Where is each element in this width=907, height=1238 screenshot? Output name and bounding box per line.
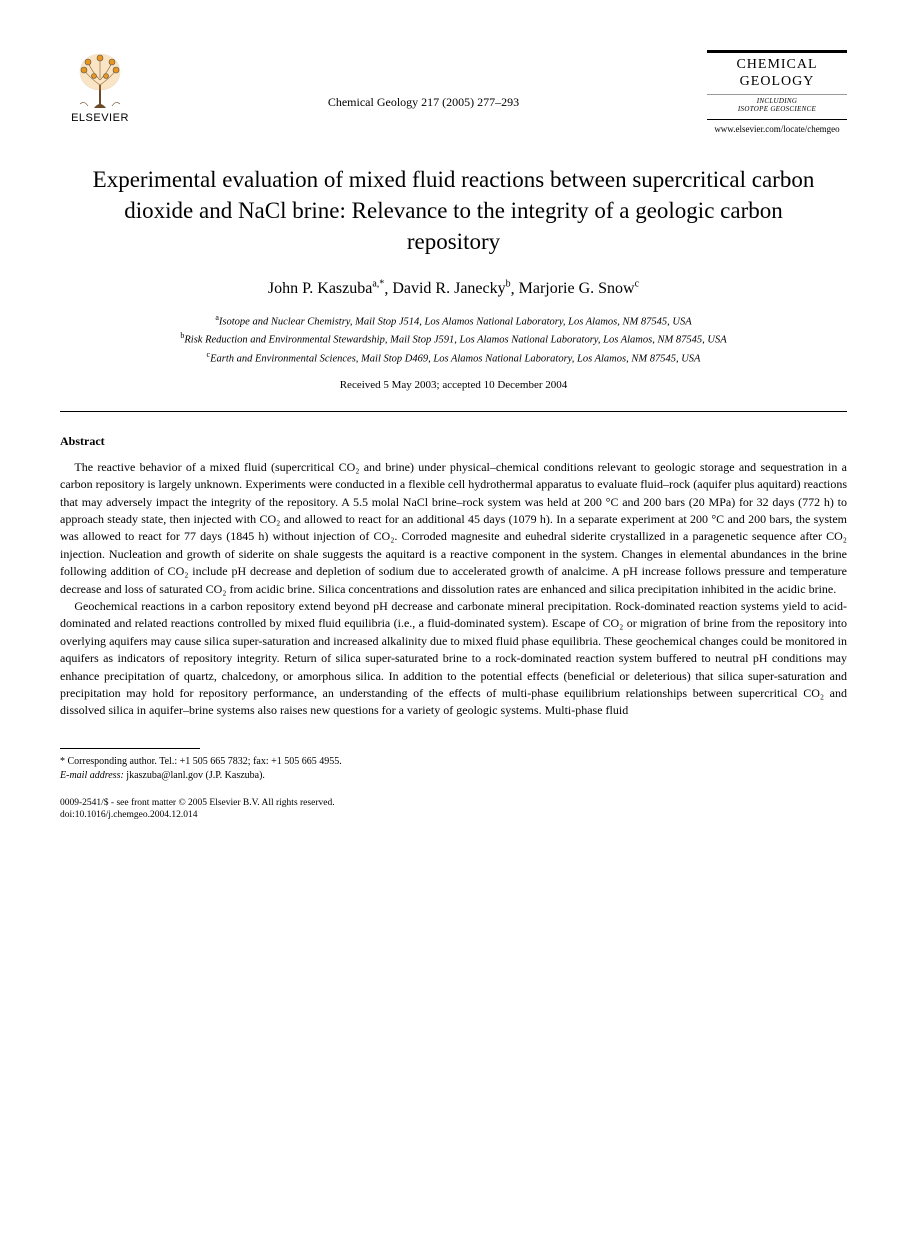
publisher-name: ELSEVIER (71, 112, 129, 124)
divider-rule (60, 411, 847, 412)
doi-line: doi:10.1016/j.chemgeo.2004.12.014 (60, 809, 847, 821)
footnote-corr: * Corresponding author. Tel.: +1 505 665… (60, 755, 847, 769)
journal-subtitle-line1: INCLUDING (757, 97, 797, 105)
footnote-rule (60, 748, 200, 749)
affiliation-b: bRisk Reduction and Environmental Stewar… (60, 330, 847, 348)
journal-box: CHEMICAL GEOLOGY INCLUDING ISOTOPE GEOSC… (707, 50, 847, 134)
citation-line: Chemical Geology 217 (2005) 277–293 (140, 50, 707, 110)
author-list: John P. Kaszubaa,*, David R. Janeckyb, M… (60, 279, 847, 298)
affiliation-a: aIsotope and Nuclear Chemistry, Mail Sto… (60, 312, 847, 330)
author-1-marks: a,* (372, 279, 384, 290)
journal-subtitle-line2: ISOTOPE GEOSCIENCE (738, 105, 816, 113)
copyright-block: 0009-2541/$ - see front matter © 2005 El… (60, 797, 847, 822)
footnote-email-line: E-mail address: jkaszuba@lanl.gov (J.P. … (60, 769, 847, 783)
abstract-heading: Abstract (60, 434, 847, 449)
affiliations: aIsotope and Nuclear Chemistry, Mail Sto… (60, 312, 847, 367)
journal-url: www.elsevier.com/locate/chemgeo (707, 124, 847, 134)
journal-name-line1: CHEMICAL (707, 57, 847, 74)
journal-name-line2: GEOLOGY (707, 74, 847, 91)
author-3-marks: c (635, 279, 639, 290)
abstract-body: The reactive behavior of a mixed fluid (… (60, 459, 847, 720)
footnote-email-value: jkaszuba@lanl.gov (J.P. Kaszuba). (126, 770, 265, 781)
footnote-email-label: E-mail address: (60, 770, 124, 781)
article-dates: Received 5 May 2003; accepted 10 Decembe… (60, 379, 847, 391)
author-2-marks: b (506, 279, 511, 290)
author-2: David R. Janeckyb (392, 280, 510, 297)
affil-c-text: Earth and Environmental Sciences, Mail S… (210, 353, 700, 364)
author-1-name: John P. Kaszuba (268, 280, 372, 297)
copyright-line1: 0009-2541/$ - see front matter © 2005 El… (60, 797, 847, 809)
journal-subtitle: INCLUDING ISOTOPE GEOSCIENCE (707, 94, 847, 113)
corresponding-author-footnote: * Corresponding author. Tel.: +1 505 665… (60, 755, 847, 783)
author-2-name: David R. Janecky (392, 280, 505, 297)
header-row: ELSEVIER Chemical Geology 217 (2005) 277… (60, 50, 847, 134)
affiliation-c: cEarth and Environmental Sciences, Mail … (60, 349, 847, 367)
affil-a-text: Isotope and Nuclear Chemistry, Mail Stop… (219, 317, 692, 328)
journal-box-inner: CHEMICAL GEOLOGY INCLUDING ISOTOPE GEOSC… (707, 50, 847, 120)
author-3-name: Marjorie G. Snow (519, 280, 635, 297)
article-title: Experimental evaluation of mixed fluid r… (90, 164, 817, 257)
abstract-paragraph-2: Geochemical reactions in a carbon reposi… (60, 598, 847, 720)
publisher-logo: ELSEVIER (60, 50, 140, 124)
author-3: Marjorie G. Snowc (519, 280, 639, 297)
elsevier-tree-icon (70, 50, 130, 110)
affil-b-text: Risk Reduction and Environmental Steward… (184, 335, 726, 346)
abstract-paragraph-1: The reactive behavior of a mixed fluid (… (60, 459, 847, 598)
author-1: John P. Kaszubaa,* (268, 280, 384, 297)
